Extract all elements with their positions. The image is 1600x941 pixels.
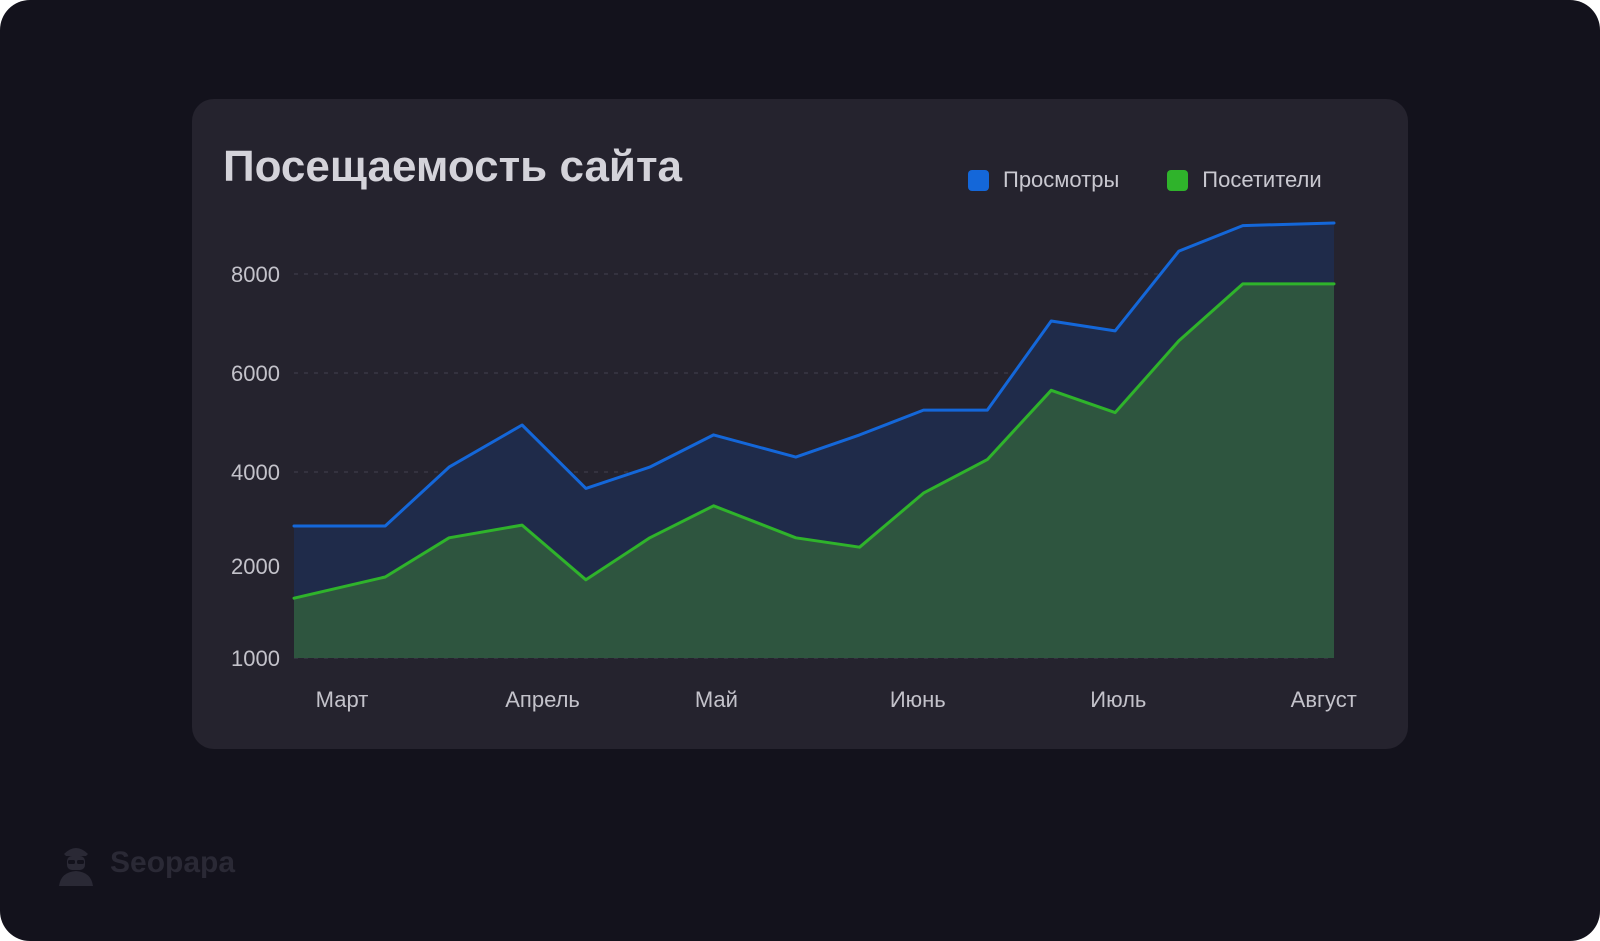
legend-swatch-visitors — [1167, 169, 1189, 191]
x-axis: Март Апрель Май Июнь Июль Август — [316, 687, 1357, 712]
watermark: Seopapa — [56, 840, 235, 886]
x-tick-label: Апрель — [505, 687, 580, 712]
chart-title: Посещаемость сайта — [223, 142, 682, 191]
agent-icon — [59, 848, 93, 886]
y-tick-label: 6000 — [231, 361, 280, 386]
legend-label-visitors: Посетители — [1202, 167, 1322, 192]
y-axis: 1000 2000 4000 6000 8000 — [231, 262, 280, 671]
y-tick-label: 4000 — [231, 460, 280, 485]
series-area-1 — [294, 283, 1334, 658]
x-tick-label: Июль — [1090, 687, 1146, 712]
series-layer — [292, 221, 1336, 658]
series-line-0 — [292, 221, 1336, 528]
series-line-1 — [292, 282, 1336, 600]
y-tick-label: 2000 — [231, 554, 280, 579]
legend-label-views: Просмотры — [1003, 167, 1120, 192]
x-tick-label: Май — [695, 687, 738, 712]
x-tick-label: Март — [316, 687, 369, 712]
y-tick-label: 8000 — [231, 262, 280, 287]
legend-item-views: Просмотры — [968, 167, 1119, 193]
x-tick-label: Август — [1291, 687, 1357, 712]
y-tick-label: 1000 — [231, 646, 280, 671]
legend-item-visitors: Посетители — [1167, 167, 1322, 193]
chart-legend: Просмотры Посетители — [968, 167, 1322, 193]
legend-swatch-views — [968, 169, 989, 191]
watermark-text: Seopapa — [110, 846, 236, 879]
x-tick-label: Июнь — [890, 687, 946, 712]
